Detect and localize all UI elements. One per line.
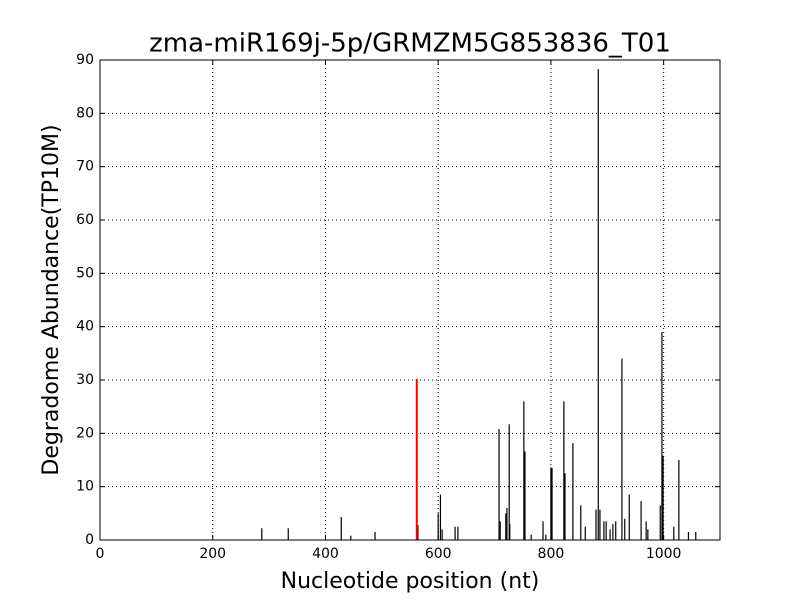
y-tick-label: 90 [76,52,94,68]
y-tick-label: 0 [85,532,94,548]
y-tick-label: 40 [76,319,94,335]
y-tick-label: 60 [76,212,94,228]
x-tick-label: 0 [96,546,105,562]
x-tick-label: 600 [425,546,452,562]
y-tick-label: 30 [76,372,94,388]
y-tick-label: 20 [76,425,94,441]
y-tick-label: 70 [76,159,94,175]
axes-frame [99,59,721,541]
y-tick-label: 80 [76,105,94,121]
x-tick-label: 200 [199,546,226,562]
x-tick-label: 400 [312,546,339,562]
y-tick-label: 50 [76,265,94,281]
chart-title: zma-miR169j-5p/GRMZM5G853836_T01 [149,29,671,59]
y-tick-label: 10 [76,479,94,495]
x-tick-label: 800 [538,546,565,562]
plot-area: 0 10 20 30 40 50 60 70 80 90 0 200 400 600 800 1000 [76,52,720,562]
y-axis-label: Degradome Abundance(TP10M) [39,124,64,475]
x-tick-label: 1000 [646,546,682,562]
x-axis-label: Nucleotide position (nt) [281,569,540,594]
